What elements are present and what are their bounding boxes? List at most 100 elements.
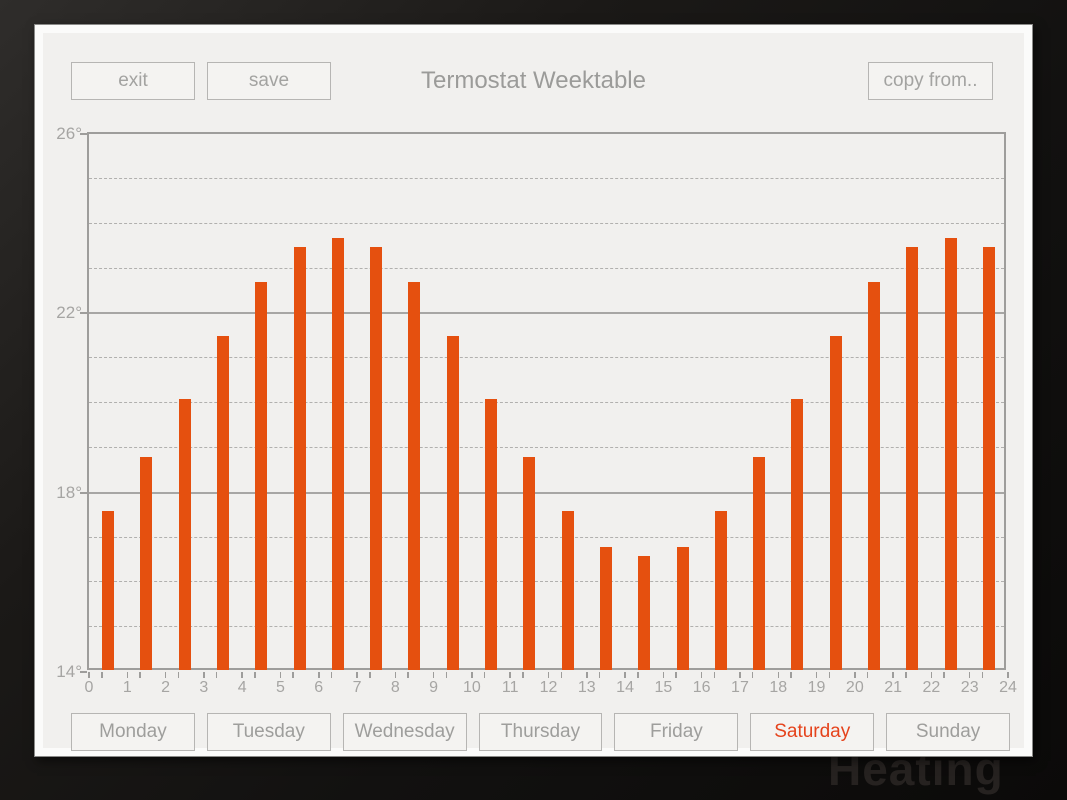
day-tab-tuesday[interactable]: Tuesday xyxy=(206,713,331,751)
temperature-bar-hour-15[interactable] xyxy=(676,546,689,670)
temperature-bar-hour-11[interactable] xyxy=(523,457,536,670)
x-tick xyxy=(586,672,588,678)
temperature-bar-hour-13[interactable] xyxy=(599,546,612,670)
x-tick xyxy=(700,672,703,678)
save-button[interactable]: save xyxy=(207,62,331,100)
temperature-bar-hour-5[interactable] xyxy=(293,246,306,670)
x-axis-label-10: 10 xyxy=(463,679,481,696)
x-axis-label-8: 8 xyxy=(390,679,400,696)
x-axis-label-3: 3 xyxy=(199,679,209,696)
x-tick xyxy=(777,672,779,678)
x-axis-label-19: 19 xyxy=(807,679,826,696)
x-tick xyxy=(943,672,945,678)
temperature-bar-hour-7[interactable] xyxy=(370,246,383,670)
y-tick-14 xyxy=(80,671,87,673)
x-tick xyxy=(126,672,129,678)
x-axis-label-7: 7 xyxy=(352,679,362,696)
x-axis-label-24: 24 xyxy=(999,679,1017,696)
x-tick xyxy=(560,672,562,678)
x-axis-label-11: 11 xyxy=(501,679,519,696)
x-tick xyxy=(292,672,294,678)
x-tick xyxy=(930,672,933,678)
x-tick xyxy=(1007,672,1009,678)
temperature-bar-hour-4[interactable] xyxy=(255,282,268,670)
x-tick xyxy=(815,672,818,678)
x-tick xyxy=(241,672,243,678)
day-tab-thursday[interactable]: Thursday xyxy=(478,713,603,751)
x-axis-label-4: 4 xyxy=(237,679,247,696)
temperature-bar-hour-17[interactable] xyxy=(753,457,766,670)
x-axis-label-15: 15 xyxy=(654,679,673,696)
temperature-bar-hour-10[interactable] xyxy=(485,399,498,670)
gridline-major-18 xyxy=(89,491,1004,494)
day-tab-sunday[interactable]: Sunday xyxy=(886,713,1011,751)
x-tick xyxy=(369,672,371,678)
x-tick xyxy=(751,672,754,678)
x-axis-label-17: 17 xyxy=(731,679,749,696)
day-tab-friday[interactable]: Friday xyxy=(614,713,739,751)
x-tick xyxy=(139,672,141,678)
temperature-bar-hour-6[interactable] xyxy=(331,237,344,670)
day-tabs: Monday Tuesday Wednesday Thursday Friday Satu… xyxy=(71,713,1011,751)
x-tick xyxy=(981,672,984,678)
thermostat-weektable-panel: exit save Termostat Weektable copy from.… xyxy=(34,24,1033,757)
day-tab-wednesday[interactable]: Wednesday xyxy=(342,713,467,751)
copy-from-button[interactable]: copy from.. xyxy=(868,62,993,100)
x-axis-label-0: 0 xyxy=(84,679,94,696)
temperature-bar-hour-22[interactable] xyxy=(944,237,957,670)
y-tick-18 xyxy=(80,491,87,494)
temperature-bar-hour-19[interactable] xyxy=(829,336,842,670)
x-tick xyxy=(598,672,601,678)
exit-button[interactable]: exit xyxy=(71,62,195,100)
x-axis-label-20: 20 xyxy=(845,679,864,696)
gridline-minor-23 xyxy=(89,267,1004,269)
x-tick xyxy=(432,672,435,678)
y-axis-label-18: 18° xyxy=(56,482,82,502)
y-tick-22 xyxy=(80,312,87,315)
x-tick xyxy=(177,672,180,678)
gridline-minor-21 xyxy=(89,357,1004,359)
day-tab-saturday[interactable]: Saturday xyxy=(750,713,875,751)
x-tick xyxy=(662,672,665,678)
x-axis-label-13: 13 xyxy=(577,679,596,696)
x-tick xyxy=(509,672,511,678)
y-axis-label-26: 26° xyxy=(56,124,82,143)
y-axis-label-22: 22° xyxy=(56,303,82,323)
day-tab-monday[interactable]: Monday xyxy=(71,713,195,751)
x-tick xyxy=(892,672,894,678)
temperature-bar-hour-3[interactable] xyxy=(217,336,230,670)
x-tick xyxy=(637,672,639,678)
page-title: Termostat Weektable xyxy=(421,67,646,94)
x-tick xyxy=(330,672,333,678)
temperature-bar-hour-16[interactable] xyxy=(714,511,727,670)
temperature-bar-hour-1[interactable] xyxy=(140,457,153,670)
x-tick xyxy=(624,672,626,678)
temperature-bar-hour-14[interactable] xyxy=(638,555,651,670)
temperature-bar-hour-20[interactable] xyxy=(867,282,880,670)
x-tick xyxy=(318,672,320,678)
x-tick xyxy=(407,672,409,678)
x-tick xyxy=(101,672,103,678)
temperature-bar-hour-21[interactable] xyxy=(906,246,919,670)
x-tick xyxy=(164,672,167,678)
gridline-minor-15 xyxy=(89,626,1004,628)
temperature-bar-hour-8[interactable] xyxy=(408,282,421,670)
x-tick xyxy=(394,672,397,678)
temperature-bar-hour-9[interactable] xyxy=(446,336,459,670)
gridline-minor-17 xyxy=(89,536,1004,538)
x-tick xyxy=(483,672,486,678)
temperature-bar-hour-12[interactable] xyxy=(561,511,574,670)
temperature-bar-chart xyxy=(80,132,1009,678)
panel-content: exit save Termostat Weektable copy from.… xyxy=(43,33,1024,751)
temperature-bar-hour-2[interactable] xyxy=(178,399,191,670)
x-tick xyxy=(445,672,448,678)
x-tick xyxy=(279,672,282,678)
x-tick xyxy=(828,672,831,678)
x-tick xyxy=(471,672,473,678)
temperature-bar-hour-0[interactable] xyxy=(102,511,115,670)
x-axis-label-1: 1 xyxy=(122,679,132,696)
temperature-bar-hour-18[interactable] xyxy=(791,399,804,670)
temperature-bar-hour-23[interactable] xyxy=(982,246,995,670)
gridline-minor-19 xyxy=(89,446,1004,448)
x-axis-label-16: 16 xyxy=(692,679,711,696)
